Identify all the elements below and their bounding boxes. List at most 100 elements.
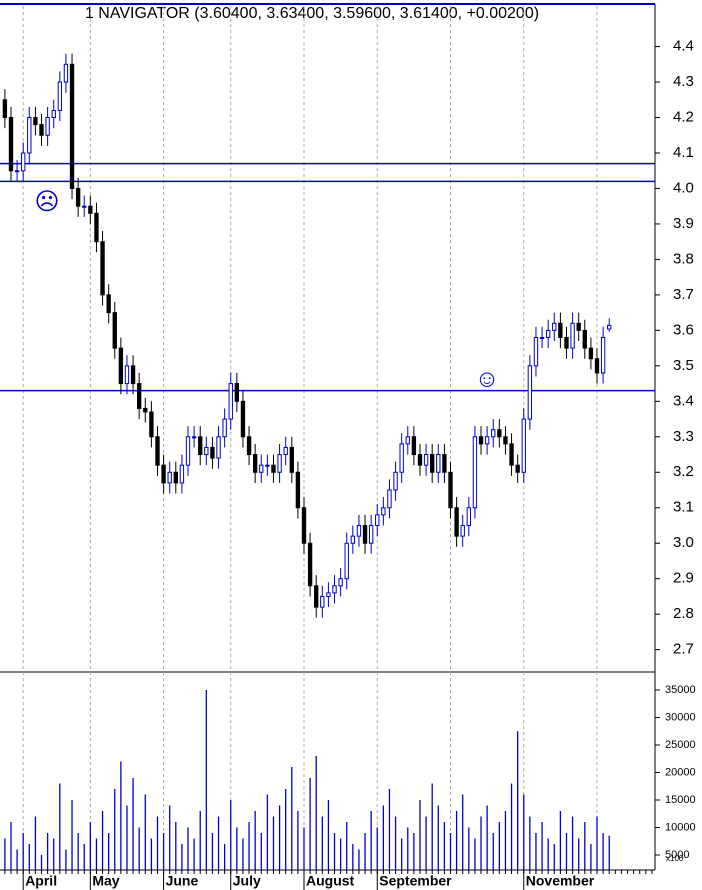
candle-body [179,464,185,484]
y-tick-label: 4.1 [673,144,694,161]
candle-body [222,418,227,438]
candle-body [265,464,270,467]
candle-body [338,578,343,587]
candle-body [198,436,203,456]
candle-body [381,507,386,516]
y-tick-label: 3.4 [673,392,694,409]
candle-body [234,383,240,402]
candle-body [88,205,93,214]
candle-body [411,436,417,456]
candle-body [484,436,490,445]
candle-body [472,436,478,509]
candle-body [436,454,441,473]
candle-body [173,471,178,484]
candle-body [460,524,465,537]
annotation: ☹ [34,188,59,215]
candle-body [82,205,87,208]
candle-body [491,429,496,438]
candle-body [521,418,526,473]
candle-body [149,411,154,438]
candle-body [210,446,215,459]
candle-body [314,585,319,608]
x-tick-label: November [526,873,595,889]
candle-body [204,446,209,456]
candle-body [417,454,423,466]
candle-body [509,443,514,466]
candle-body [27,117,32,154]
candle-body [21,152,26,172]
candle-body [478,436,484,445]
x-tick-label: April [25,873,57,889]
x-tick-label: June [166,873,199,889]
candle-body [503,436,508,445]
y-tick-label: 15000 [665,794,696,806]
x-tick-label: July [233,873,261,889]
candle-body [344,542,349,580]
candle-body [350,535,356,544]
candle-body [326,592,331,597]
volume-unit: x100 [666,854,684,863]
candle-body [356,524,362,537]
y-tick-label: 3.3 [673,428,694,445]
y-tick-label: 3.8 [673,250,694,267]
candle-body [271,464,276,473]
x-tick-label: August [306,873,355,889]
y-tick-label: 3.9 [673,215,694,232]
y-tick-label: 30000 [665,711,696,723]
y-tick-label: 4.4 [673,38,694,55]
candle-body [94,212,99,243]
candle-body [466,507,471,526]
candle-body [582,329,587,349]
candle-body [14,170,20,173]
x-tick-label: September [379,873,452,889]
y-tick-label: 4.0 [673,179,694,196]
y-tick-label: 3.2 [673,463,694,480]
chart-title: 1 NAVIGATOR (3.60400, 3.63400, 3.59600, … [85,5,539,22]
candle-body [497,429,502,438]
candle-body [545,329,551,338]
candle-body [368,524,374,544]
candle-body [45,117,50,136]
y-tick-label: 3.0 [673,534,694,551]
candle-body [252,454,258,473]
candle-body [137,383,142,409]
candle-body [576,322,581,331]
candle-body [320,595,325,608]
candle-body [161,464,166,484]
candle-body [533,336,539,367]
candle-body [405,436,410,445]
y-tick-label: 35000 [665,684,696,696]
candle-body [143,407,148,413]
candle-body [2,99,8,119]
candle-body [393,471,398,491]
candle-body [607,324,612,330]
candle-body [63,63,69,83]
candle-body [442,454,447,473]
candle-body [130,365,136,385]
annotation: ☺ [475,365,500,392]
candle-body [454,507,459,537]
y-tick-label: 25000 [665,739,696,751]
x-tick-label: May [92,873,119,889]
candle-body [448,471,453,509]
candle-body [216,436,221,459]
candle-body [246,436,252,456]
y-tick-label: 2.9 [673,570,694,587]
y-tick-label: 5000 [665,849,689,861]
candle-body [118,347,124,385]
candle-body [332,585,337,594]
candle-body [259,464,264,473]
candle-body [106,294,111,314]
candle-body [423,454,429,466]
candle-body [283,446,288,456]
y-tick-label: 3.1 [673,499,694,516]
candle-body [301,507,307,544]
candle-body [240,400,246,438]
candle-body [112,312,117,349]
candle-body [289,446,294,473]
y-tick-label: 2.7 [673,641,694,658]
y-tick-label: 3.5 [673,357,694,374]
candle-body [167,471,172,484]
